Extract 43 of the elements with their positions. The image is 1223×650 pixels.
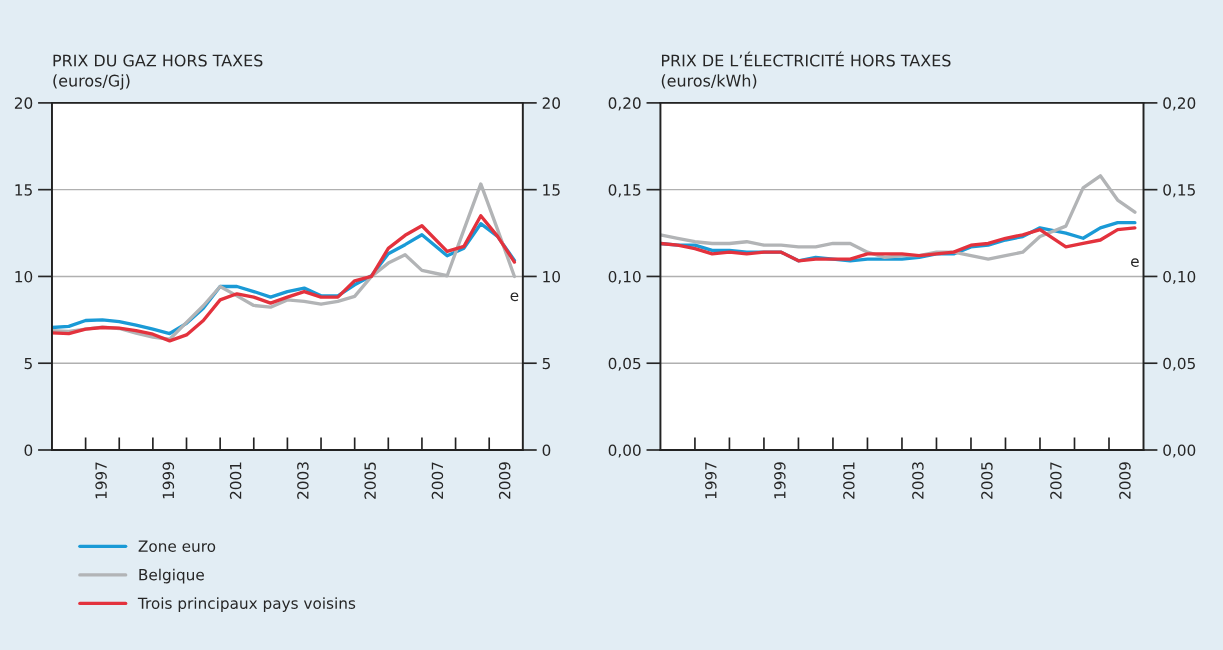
legend-label: Belgique <box>139 568 204 584</box>
x-tick-label: 2009 <box>1119 462 1131 499</box>
x-tick-label: 1997 <box>95 462 107 499</box>
x-tick-label: 2007 <box>1050 462 1062 499</box>
y2-tick-label: 15 <box>543 184 560 196</box>
chart-subtitle: (euros/kWh) <box>661 74 757 89</box>
chart-title: PRIX DU GAZ HORS TAXES <box>53 54 263 67</box>
x-tick-label: 2001 <box>843 462 855 499</box>
y-tick-label: 10 <box>15 270 33 283</box>
x-tick-label: 2003 <box>297 462 309 499</box>
x-tick-label: 2005 <box>364 462 376 499</box>
x-tick-label: 2007 <box>431 462 444 499</box>
y2-tick-label: 10 <box>543 270 561 283</box>
x-tick-label: 1999 <box>774 462 786 499</box>
x-tick-label: 2003 <box>912 462 924 499</box>
y-tick-label: 0,15 <box>608 184 641 198</box>
legend-label: Zone euro <box>138 540 216 552</box>
annotation: e <box>510 292 519 302</box>
x-tick-label: 2005 <box>981 462 993 499</box>
y2-tick-label: 0 <box>542 444 551 457</box>
y2-tick-label: 0,00 <box>1163 444 1196 458</box>
y2-tick-label: 0,10 <box>1163 270 1196 285</box>
x-tick-label: 1997 <box>705 462 717 499</box>
chart-subtitle: (euros/Gj) <box>53 74 130 90</box>
x-tick-label: 2009 <box>498 462 511 499</box>
x-tick-label: 2001 <box>229 462 242 499</box>
y2-tick-label: 20 <box>542 97 561 109</box>
annotation: e <box>1131 258 1139 267</box>
y-tick-label: 0,20 <box>608 97 641 111</box>
y-tick-label: 15 <box>15 184 32 196</box>
y-tick-label: 0,10 <box>608 270 641 285</box>
y2-tick-label: 5 <box>542 357 550 370</box>
y2-tick-label: 0,15 <box>1163 184 1195 198</box>
legend-label: Trois principaux pays voisins <box>137 597 356 612</box>
y-tick-label: 0 <box>24 444 33 457</box>
y-tick-label: 20 <box>14 97 33 109</box>
y2-tick-label: 0,05 <box>1163 357 1195 371</box>
chart-title: PRIX DE L’ÉLECTRICITÉ HORS TAXES <box>661 51 951 67</box>
y2-tick-label: 0,20 <box>1163 97 1196 111</box>
y-tick-label: 5 <box>24 357 32 370</box>
y-tick-label: 0,05 <box>608 357 641 371</box>
y-tick-label: 0,00 <box>608 444 641 458</box>
x-tick-label: 1999 <box>162 462 175 499</box>
